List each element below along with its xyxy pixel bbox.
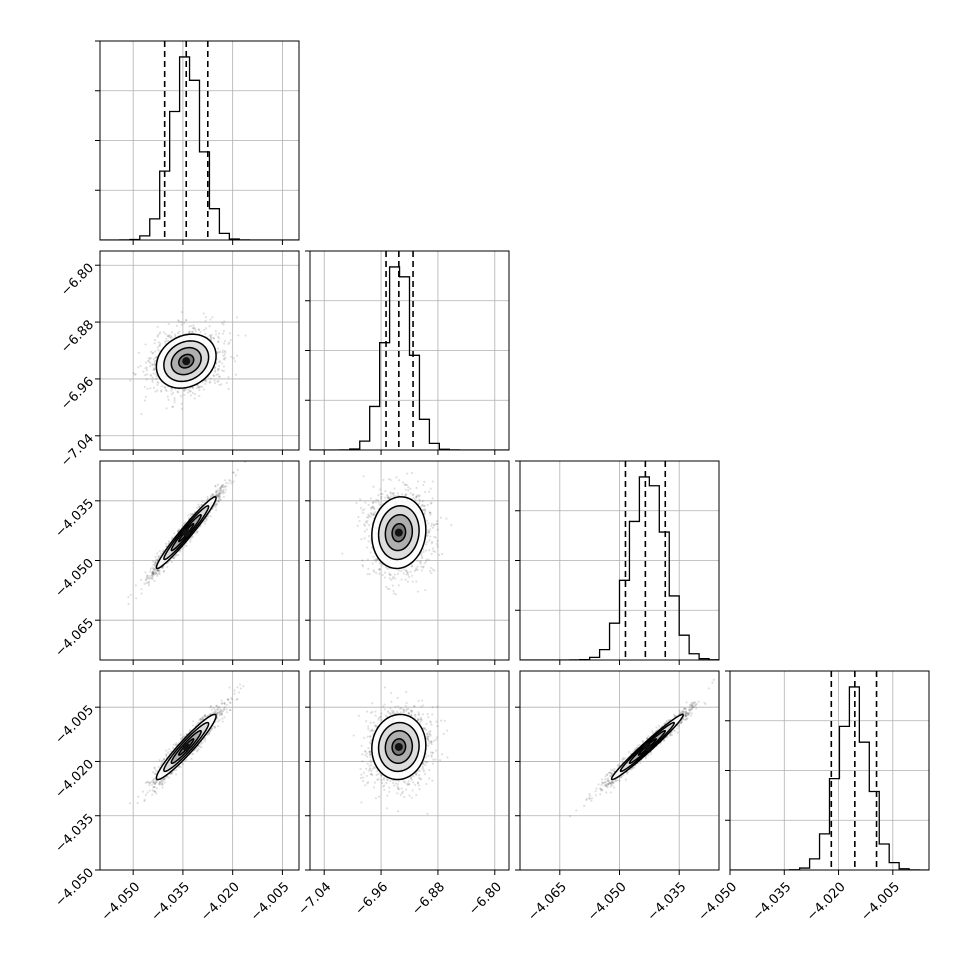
contour-line-3	[178, 353, 195, 369]
scatter-panel-3-1: −7.04 −6.96 −6.88 −6.80	[296, 670, 510, 919]
density-peak	[643, 742, 652, 751]
x-tick-label: −6.88	[409, 880, 448, 919]
contour-line-1	[377, 721, 420, 773]
scatter-panel-3-2: −4.065 −4.050 −4.035	[515, 670, 720, 925]
histogram-panel-2	[515, 460, 720, 665]
x-tick-label: −4.065	[525, 880, 570, 925]
contour-line-2	[384, 513, 414, 552]
scatter-panel-3-0: −4.050 −4.035 −4.020 −4.005−4.050−4.035−4.0…	[52, 670, 300, 925]
contour-line-2	[170, 729, 202, 765]
histogram-step-0	[100, 56, 299, 240]
contour-line-0	[155, 333, 217, 389]
contour-line-3	[178, 522, 195, 543]
scatter-panel-1-0: −7.04 −6.96 −6.88 −6.80	[58, 250, 300, 470]
density-peak	[182, 528, 191, 537]
contour-line-3	[391, 522, 407, 543]
histogram-panel-0	[95, 40, 300, 245]
y-tick-label: −4.035	[52, 496, 97, 541]
histogram-step-1	[310, 266, 509, 450]
y-tick-label: −4.065	[52, 616, 97, 661]
y-tick-label: −6.96	[58, 374, 97, 413]
x-tick-label: −4.035	[645, 880, 690, 925]
scatter-panel-2-1	[305, 460, 510, 665]
contour-line-0	[155, 713, 217, 781]
histogram-step-3	[730, 686, 929, 870]
x-tick-label: −4.035	[148, 880, 193, 925]
x-tick-label: −4.050	[585, 880, 630, 925]
contour-line-3	[391, 738, 407, 756]
contour-line-3	[637, 738, 658, 756]
contour-line-0	[610, 713, 684, 781]
x-tick-label: −4.050	[99, 880, 144, 925]
y-tick-label: −6.80	[58, 261, 97, 300]
y-tick-label: −4.020	[52, 757, 97, 802]
density-peak	[182, 357, 191, 366]
x-tick-label: −7.04	[296, 880, 335, 919]
x-tick-label: −6.80	[466, 880, 505, 919]
x-tick-label: −4.035	[750, 880, 795, 925]
contour-line-1	[619, 721, 676, 773]
x-tick-label: −4.005	[248, 880, 293, 925]
contour-line-1	[163, 721, 210, 773]
contour-line-0	[155, 496, 217, 570]
y-tick-label: −4.050	[52, 556, 97, 601]
contour-line-0	[371, 496, 427, 570]
x-tick-label: −4.005	[858, 880, 903, 925]
panel-frame	[99, 670, 300, 871]
y-tick-label: −4.050	[52, 865, 97, 910]
x-tick-label: −4.020	[804, 880, 849, 925]
histogram-panel-1	[305, 250, 510, 455]
contour-line-1	[377, 505, 420, 561]
contour-line-1	[163, 505, 210, 561]
contour-line-3	[178, 738, 195, 756]
contour-line-2	[628, 729, 667, 765]
y-tick-label: −7.04	[58, 431, 97, 470]
panel-frame	[99, 250, 300, 451]
contour-line-2	[170, 346, 202, 376]
panel-frame	[309, 670, 510, 871]
y-tick-label: −6.88	[58, 318, 97, 357]
x-tick-label: −4.050	[696, 880, 741, 925]
contour-line-2	[170, 513, 202, 552]
x-tick-label: −4.020	[198, 880, 243, 925]
density-peak	[394, 528, 403, 537]
density-peak	[182, 742, 191, 751]
contour-line-0	[371, 713, 427, 781]
scatter-panel-2-0: −4.065 −4.050 −4.035	[52, 460, 300, 665]
contour-line-2	[384, 729, 414, 765]
x-tick-label: −6.96	[352, 880, 391, 919]
contour-line-1	[163, 340, 210, 383]
density-peak	[394, 742, 403, 751]
y-tick-label: −4.035	[52, 811, 97, 856]
histogram-panel-3: −4.050 −4.035 −4.020 −4.005	[696, 670, 930, 925]
y-tick-label: −4.005	[52, 703, 97, 748]
